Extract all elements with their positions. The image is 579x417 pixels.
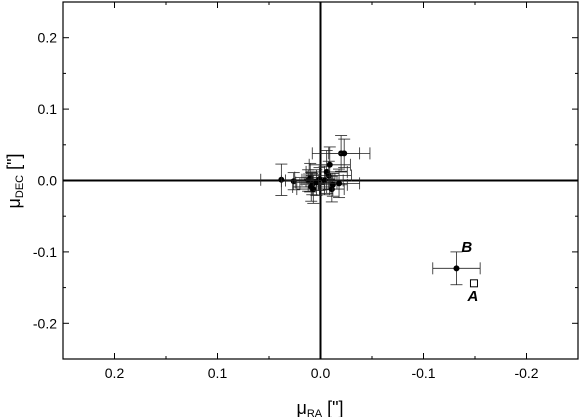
data-point bbox=[341, 150, 348, 157]
data-point bbox=[310, 186, 317, 193]
data-point bbox=[336, 180, 343, 187]
y-tick-label: 0.2 bbox=[38, 30, 58, 46]
axis-ticks bbox=[62, 1, 579, 360]
tick-labels: 0.2 0.1 0.0 -0.1 -0.2 0.2 0.1 0.0 -0.1 -0.2 bbox=[33, 30, 539, 381]
y-tick-label: 0.1 bbox=[38, 101, 58, 117]
data-point bbox=[453, 265, 460, 272]
y-tick-label: -0.2 bbox=[33, 315, 57, 331]
x-tick-label: -0.1 bbox=[411, 365, 435, 381]
x-tick-label: 0.1 bbox=[208, 365, 228, 381]
data-point-square bbox=[469, 279, 478, 288]
data-point bbox=[321, 177, 328, 184]
x-tick-label: -0.2 bbox=[514, 365, 538, 381]
x-tick-label: 0.2 bbox=[105, 365, 125, 381]
data-point bbox=[290, 178, 297, 185]
x-tick-label: 0.0 bbox=[311, 365, 331, 381]
data-point bbox=[329, 181, 336, 188]
x-axis-title: μRA ["] bbox=[296, 398, 343, 417]
y-tick-label: 0.0 bbox=[38, 173, 58, 189]
data-point bbox=[325, 172, 332, 179]
chart-marks bbox=[63, 2, 578, 359]
y-tick-label: -0.1 bbox=[33, 244, 57, 260]
y-axis-title: μDEC ["] bbox=[4, 153, 26, 208]
point-annotation: B bbox=[461, 239, 472, 256]
data-point bbox=[326, 161, 333, 168]
point-annotations: BA bbox=[461, 239, 478, 305]
point-annotation: A bbox=[467, 288, 479, 305]
data-point bbox=[316, 176, 323, 183]
